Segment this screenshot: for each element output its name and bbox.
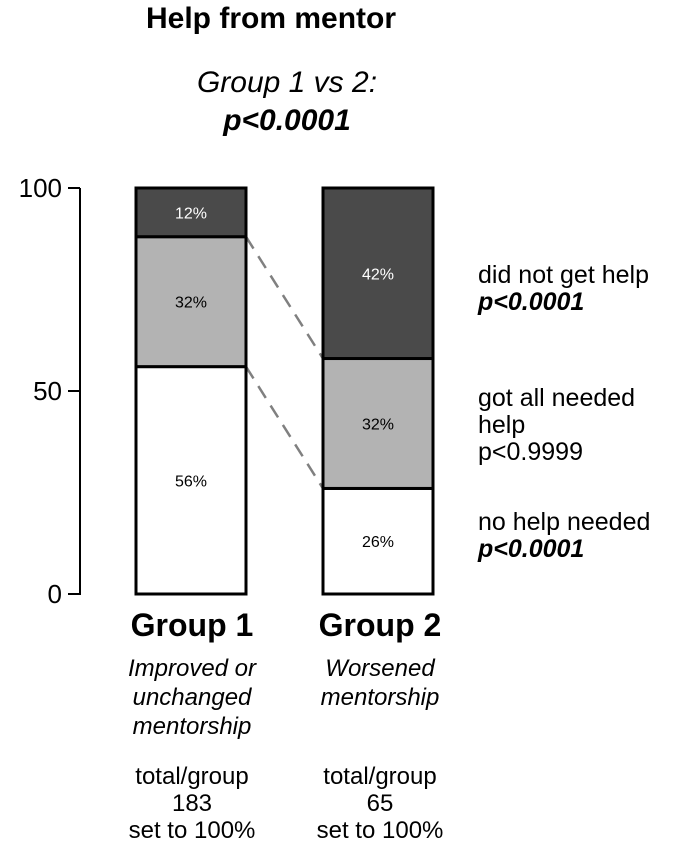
- bar-segment-no-help-needed: [134, 365, 248, 596]
- connector-line: [244, 365, 325, 490]
- bar-value-label: 42%: [362, 266, 394, 283]
- bar-segment-got-all-needed-help: [321, 357, 435, 490]
- legend-label-did-not-get-help: did not get help: [478, 261, 649, 289]
- chart-subtitle-comparison: Group 1 vs 2:: [197, 66, 377, 99]
- chart-subtitle-pvalue: p<0.0001: [222, 104, 351, 137]
- group-description-line: mentorship: [321, 684, 440, 711]
- y-tick-label: 100: [19, 173, 62, 203]
- group-description-line: Worsened: [325, 655, 435, 682]
- legend-pvalue: p<0.0001: [477, 288, 584, 316]
- x-category-label: Group 1: [131, 607, 254, 643]
- legend-pvalue: p<0.0001: [477, 535, 584, 563]
- group-total-line: 183: [172, 790, 212, 817]
- connector-line: [244, 236, 325, 360]
- y-axis: 0 50 100: [19, 173, 81, 609]
- group-total-line: 65: [367, 790, 394, 817]
- group-description-line: unchanged: [133, 684, 252, 711]
- bar-segment-got-all-needed-help: [134, 235, 248, 369]
- legend-pvalue: p<0.9999: [478, 438, 583, 466]
- group-description-line: Improved or: [128, 655, 257, 682]
- chart-title: Help from mentor: [146, 2, 396, 35]
- bar-value-label: 56%: [175, 473, 207, 490]
- group-total-line: total/group: [135, 763, 248, 790]
- bar-segment-no-help-needed: [321, 486, 435, 596]
- x-category-label: Group 2: [319, 607, 442, 643]
- bars: 56% 32% 12% 26% 32% 42%: [134, 186, 435, 596]
- bar-value-label: 32%: [175, 295, 207, 312]
- bar-value-label: 26%: [362, 534, 394, 551]
- bar-connectors: [244, 236, 325, 490]
- group-total-line: set to 100%: [129, 817, 256, 844]
- group-description-line: mentorship: [133, 713, 252, 740]
- y-tick-label: 0: [48, 579, 62, 609]
- bar-segment-did-not-get-help: [134, 186, 248, 239]
- legend-label-no-help-needed: no help needed: [478, 508, 650, 536]
- legend-label-got-all-needed-help: help: [478, 411, 525, 439]
- legend-label-got-all-needed-help: got all needed: [478, 384, 635, 412]
- group-total-line: set to 100%: [317, 817, 444, 844]
- group-total-line: total/group: [323, 763, 436, 790]
- bar-value-label: 12%: [175, 205, 207, 222]
- y-tick-label: 50: [33, 376, 62, 406]
- bar-value-label: 32%: [362, 416, 394, 433]
- bar-segment-did-not-get-help: [321, 186, 435, 361]
